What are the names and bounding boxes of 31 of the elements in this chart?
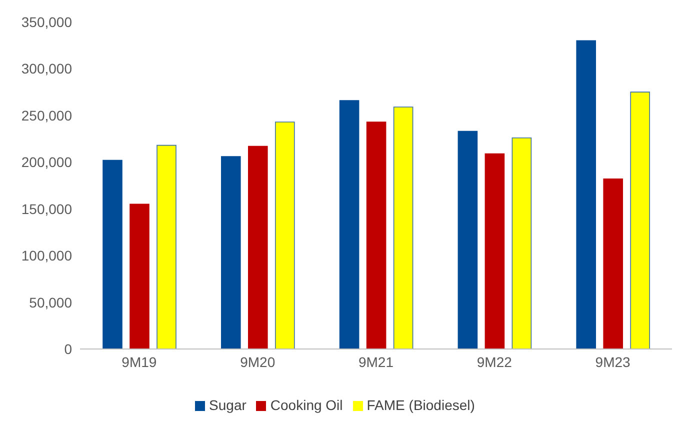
bar [221, 156, 241, 349]
bar [576, 40, 596, 349]
x-tick-label: 9M21 [358, 354, 394, 370]
y-tick-label: 350,000 [21, 14, 72, 30]
y-tick-label: 50,000 [29, 294, 72, 310]
x-tick-label: 9M22 [476, 354, 512, 370]
y-tick-label: 150,000 [21, 200, 72, 217]
bar [248, 146, 268, 349]
legend-label: Sugar [209, 397, 246, 413]
y-tick-label: 0 [64, 340, 72, 357]
bar [603, 178, 623, 349]
y-tick-label: 200,000 [21, 154, 72, 170]
y-tick-label: 100,000 [21, 248, 72, 264]
bar [458, 130, 478, 349]
x-tick-label: 9M19 [122, 354, 157, 370]
y-tick-label: 300,000 [21, 60, 72, 77]
legend-label: Cooking Oil [270, 397, 343, 413]
bar [366, 122, 386, 349]
x-tick-label: 9M20 [240, 354, 276, 370]
bar [130, 204, 150, 349]
bar [102, 160, 122, 349]
x-tick-label: 9M23 [595, 354, 631, 370]
bar [275, 122, 295, 349]
bar [630, 92, 650, 349]
bar [393, 106, 414, 349]
bar [339, 100, 360, 349]
bar [512, 137, 532, 349]
bar [156, 144, 176, 349]
bar [484, 153, 505, 349]
y-tick-label: 250,000 [21, 107, 72, 124]
legend-label: FAME (Biodiesel) [366, 397, 475, 413]
